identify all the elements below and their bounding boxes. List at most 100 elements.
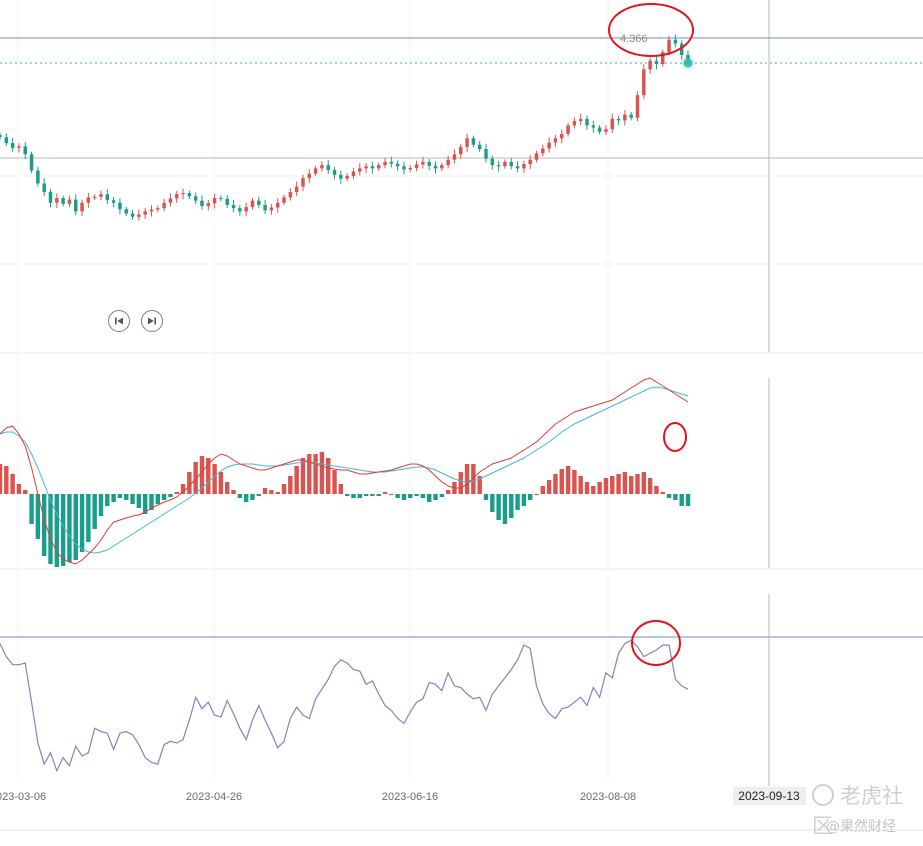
macd-bar [155, 494, 161, 504]
candle-body [238, 208, 242, 212]
macd-bar [288, 476, 293, 494]
macd-bar [414, 494, 419, 496]
candle-body [67, 199, 72, 204]
macd-bar [660, 492, 665, 494]
macd-bar [616, 474, 621, 494]
skip-forward-icon [148, 317, 156, 325]
candle-body [294, 186, 299, 193]
candle-body [591, 125, 596, 128]
candle-body [105, 194, 110, 201]
macd-bar [326, 458, 331, 494]
macd-bar [502, 494, 508, 524]
candle-body [288, 192, 293, 198]
candle-body [0, 135, 2, 138]
candle-body [212, 198, 217, 204]
candle-body [484, 149, 488, 159]
candle-body [566, 125, 570, 134]
macd-bar [433, 494, 438, 500]
candle-body [48, 192, 53, 203]
candle-body [80, 202, 84, 212]
macd-bar [572, 470, 577, 494]
macd-bar [591, 486, 596, 494]
tiger-logo-icon [812, 784, 834, 806]
candle-body [23, 146, 27, 155]
candle-body [654, 60, 659, 65]
macd-bar [496, 494, 501, 520]
candle-body [616, 118, 621, 121]
macd-bar [187, 472, 192, 494]
macd-bar [559, 469, 564, 494]
macd-bar [161, 494, 167, 500]
cursor-date-label: 2023-09-13 [738, 789, 800, 803]
candle-body [604, 129, 608, 132]
candle-body [541, 148, 545, 154]
macd-bar [142, 494, 148, 514]
macd-bar [635, 474, 640, 494]
macd-bar [673, 494, 678, 500]
macd-bar [338, 484, 344, 494]
candle-body [149, 209, 154, 212]
macd-bar [477, 476, 482, 494]
candle-body [162, 202, 166, 209]
macd-bar [540, 486, 546, 494]
tiger-community-watermark: 老虎社区 [812, 784, 903, 838]
macd-bar [389, 494, 394, 495]
macd-bar [357, 494, 362, 498]
macd-histogram [0, 452, 691, 567]
candle-body [320, 165, 324, 169]
cursor-date-badge [733, 787, 806, 805]
candle-body [99, 194, 103, 197]
macd-bar [370, 494, 375, 496]
macd-bar [243, 494, 249, 502]
candle-body [376, 165, 381, 169]
x-tick-label: 2023-08-08 [580, 791, 636, 803]
candle-body [515, 166, 520, 169]
macd-bar [521, 494, 527, 506]
candle-body [10, 142, 15, 148]
macd-bar [29, 494, 34, 524]
candle-body [402, 166, 406, 170]
macd-bar [382, 492, 388, 494]
candle-body [282, 197, 286, 203]
macd-bar [408, 494, 413, 498]
candle-body [55, 198, 59, 203]
macd-bar [10, 474, 15, 494]
macd-bar [136, 494, 142, 508]
candle-body [477, 144, 482, 150]
candle-body [629, 114, 633, 118]
candle-body [547, 142, 551, 149]
macd-bar [48, 494, 53, 564]
macd-bar [275, 492, 280, 494]
candle-body [42, 183, 46, 193]
jump-to-start-button[interactable] [108, 310, 130, 332]
macd-bar [256, 494, 261, 496]
candle-body [137, 214, 141, 217]
macd-bar [98, 494, 104, 516]
candle-body [648, 60, 652, 70]
candle-body [496, 165, 501, 167]
cursor-crosshair [0, 0, 923, 786]
candle-body [408, 167, 413, 170]
macd-bar [60, 494, 66, 566]
candle-body [111, 200, 116, 203]
macd-bar [603, 478, 609, 494]
candle-body [339, 174, 343, 179]
macd-bar [41, 494, 47, 556]
candle-body [471, 138, 476, 145]
macd-bar [395, 494, 400, 498]
candle-body [421, 161, 425, 165]
candle-body [86, 197, 91, 203]
candle-body [74, 199, 78, 212]
candle-body [326, 165, 330, 171]
macd-bar [578, 476, 583, 494]
macd-bar [79, 494, 85, 552]
macd-bar [231, 490, 236, 494]
macd-bar [180, 484, 186, 494]
macd-bar [0, 464, 3, 494]
candle-body [389, 161, 394, 164]
candle-body [679, 43, 684, 55]
candle-body [572, 121, 577, 126]
macd-bar [332, 470, 337, 494]
jump-to-end-button[interactable] [141, 310, 163, 332]
